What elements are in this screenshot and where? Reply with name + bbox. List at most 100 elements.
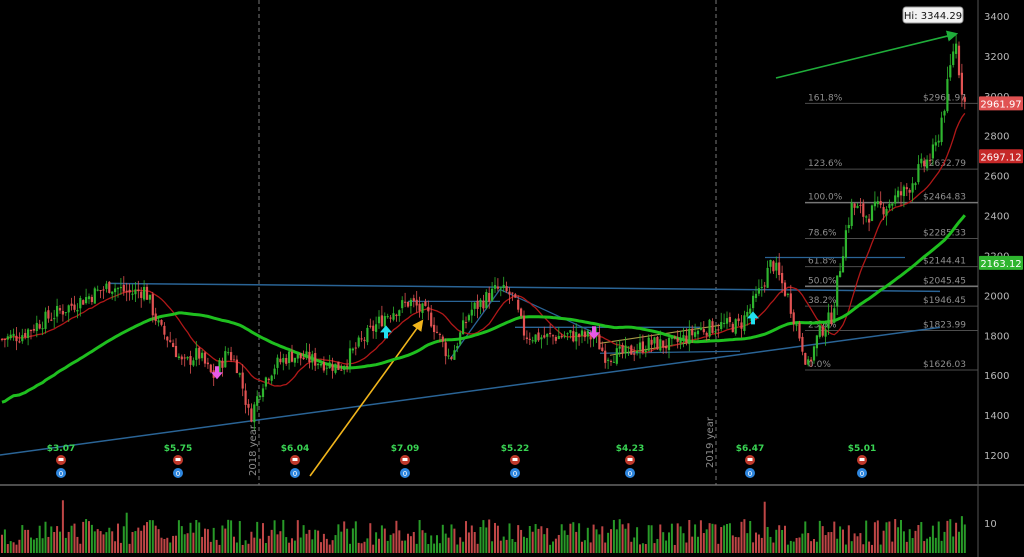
volume-bar xyxy=(125,512,128,553)
volume-bar xyxy=(389,534,392,553)
volume-bar xyxy=(902,531,905,553)
volume-bar xyxy=(702,533,705,553)
candle-body xyxy=(328,362,331,369)
volume-bar xyxy=(340,531,343,553)
dividend-event-icon-glyph: 0 xyxy=(748,470,752,478)
volume-bar xyxy=(450,524,453,553)
volume-bar xyxy=(215,539,218,553)
volume-bar xyxy=(227,519,230,553)
candle-body xyxy=(79,297,82,309)
volume-bar xyxy=(343,521,346,553)
volume-bar xyxy=(859,533,862,553)
volume-bar xyxy=(102,534,105,553)
candle-body xyxy=(302,357,305,360)
volume-bar xyxy=(786,544,789,553)
dividend-event-icon[interactable] xyxy=(290,468,300,478)
candle-body xyxy=(775,262,778,271)
dividend-event-icon[interactable] xyxy=(510,468,520,478)
candle-body xyxy=(0,339,4,341)
volume-bar xyxy=(842,529,844,553)
candle-body xyxy=(676,338,679,342)
candle-body xyxy=(488,293,491,302)
volume-bar xyxy=(221,525,224,553)
volume-bar xyxy=(67,531,70,553)
volume-bar xyxy=(198,522,201,553)
volume-bar xyxy=(369,523,372,553)
volume-bar xyxy=(157,529,160,553)
volume-bar xyxy=(131,532,134,553)
volume-bar xyxy=(285,537,288,553)
candle-body xyxy=(508,291,511,295)
dividend-event-icon[interactable] xyxy=(745,468,755,478)
candle-body xyxy=(737,318,740,322)
candle-body xyxy=(58,308,62,311)
volume-bar xyxy=(844,544,847,553)
volume-bar xyxy=(218,544,221,553)
candle-body xyxy=(64,312,67,314)
high-callout-label: Hi: 3344.29 xyxy=(904,11,962,22)
candle-body xyxy=(247,403,250,408)
volume-bar xyxy=(827,532,830,553)
fib-price-label: $2144.41 xyxy=(923,257,966,267)
candle-body xyxy=(685,335,688,343)
volume-bar xyxy=(9,541,12,553)
volume-bar xyxy=(911,538,914,553)
candle-body xyxy=(366,327,369,343)
volume-bar xyxy=(267,535,270,553)
dividend-event-icon[interactable] xyxy=(173,468,183,478)
candle-body xyxy=(952,51,955,65)
candle-body xyxy=(148,294,151,300)
volume-bar xyxy=(766,526,769,553)
candle-body xyxy=(348,348,352,367)
volume-bar xyxy=(563,530,566,553)
earnings-event-icon-glyph xyxy=(512,458,518,461)
volume-bar xyxy=(1,534,3,553)
candle-body xyxy=(926,159,929,169)
volume-bar xyxy=(784,525,786,553)
candle-body xyxy=(116,288,120,290)
candle-body xyxy=(734,319,737,334)
volume-bar xyxy=(743,519,746,553)
candle-body xyxy=(882,207,885,215)
candle-body xyxy=(572,331,575,342)
volume-bar xyxy=(531,531,534,553)
candle-body xyxy=(398,310,401,316)
volume-bar xyxy=(581,541,583,553)
candle-body xyxy=(427,306,430,312)
volume-bar xyxy=(354,521,357,553)
candle-body xyxy=(409,299,412,306)
volume-bar xyxy=(122,526,125,553)
candle-body xyxy=(241,372,244,389)
volume-bar xyxy=(775,529,778,553)
candle-body xyxy=(757,288,760,294)
volume-bar xyxy=(639,544,641,553)
candle-body xyxy=(459,332,462,345)
volume-bar xyxy=(586,527,589,553)
dividend-event-icon[interactable] xyxy=(56,468,66,478)
candle-body xyxy=(841,256,845,273)
dividend-event-icon[interactable] xyxy=(857,468,867,478)
volume-bar xyxy=(514,541,517,553)
volume-bar xyxy=(134,531,137,553)
volume-bar xyxy=(807,533,810,553)
volume-bar xyxy=(749,521,752,553)
volume-bar xyxy=(235,542,238,553)
candle-body xyxy=(201,352,204,359)
volume-bar xyxy=(50,526,53,553)
volume-bar xyxy=(546,528,549,553)
volume-bar xyxy=(305,533,308,553)
dividend-event-icon[interactable] xyxy=(400,468,410,478)
candle-body xyxy=(711,321,714,333)
dividend-event-icon[interactable] xyxy=(625,468,635,478)
candle-body xyxy=(261,388,265,397)
volume-bar xyxy=(421,530,424,553)
candle-body xyxy=(444,342,447,357)
candle-body xyxy=(172,343,175,347)
volume-bar xyxy=(763,501,766,553)
candle-body xyxy=(963,97,966,102)
volume-bar xyxy=(958,531,960,553)
candle-body xyxy=(235,359,238,374)
earnings-value: $7.09 xyxy=(391,444,419,454)
volume-bar xyxy=(409,536,412,553)
